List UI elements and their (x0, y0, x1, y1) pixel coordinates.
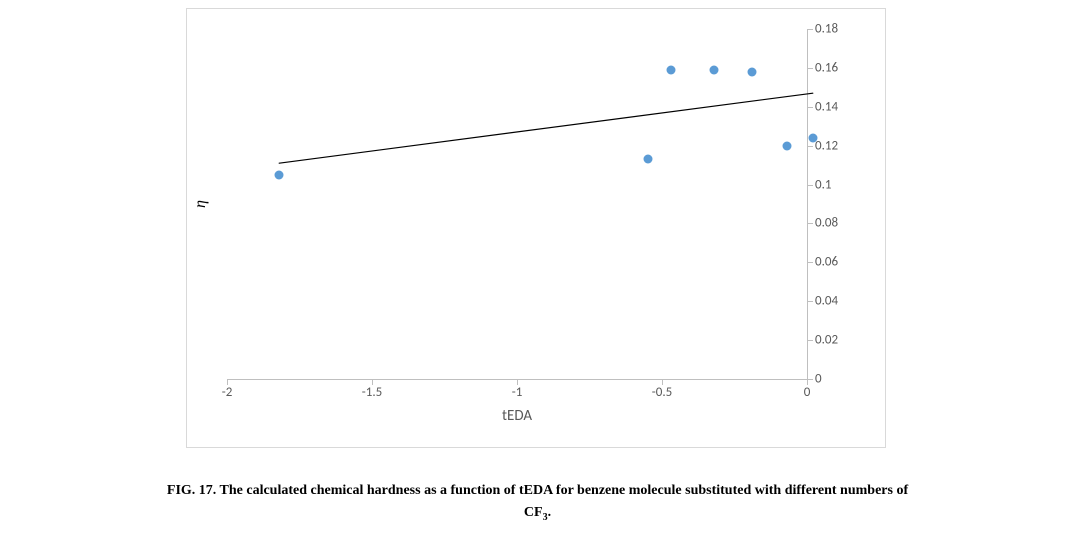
y-axis-line (807, 29, 808, 379)
data-point (747, 67, 756, 76)
y-tick (807, 107, 813, 108)
caption-prefix: FIG. 17. (167, 483, 220, 498)
x-axis-title: tEDA (502, 407, 532, 425)
y-tick-label: 0.1 (815, 177, 831, 192)
y-tick (807, 262, 813, 263)
x-tick-label: -2 (222, 385, 233, 400)
figure-caption: FIG. 17. The calculated chemical hardnes… (0, 480, 1075, 526)
caption-line2-pre: CF (524, 505, 543, 520)
trendline (227, 29, 807, 379)
y-axis-title: η (192, 200, 210, 208)
data-point (643, 155, 652, 164)
data-point (666, 65, 675, 74)
y-tick (807, 340, 813, 341)
caption-line1: The calculated chemical hardness as a fu… (220, 483, 909, 498)
data-point (710, 65, 719, 74)
chart-container: -2 -1.5 -1 -0.5 0 0 0.02 0.04 0.06 0.08 0.1 0.12 0.… (186, 8, 886, 448)
x-tick-label: -1 (512, 385, 523, 400)
y-tick (807, 185, 813, 186)
plot-area: -2-1.5-1-0.50 00.020.040.060.080.10.120.… (227, 29, 807, 379)
y-tick (807, 379, 813, 380)
y-tick (807, 146, 813, 147)
y-tick (807, 68, 813, 69)
y-tick-label: 0.02 (815, 333, 838, 348)
y-tick-label: 0.16 (815, 60, 838, 75)
y-tick-label: 0.12 (815, 138, 838, 153)
data-point (808, 133, 817, 142)
y-tick-label: 0.06 (815, 255, 838, 270)
y-tick-label: 0.14 (815, 99, 838, 114)
y-tick (807, 301, 813, 302)
x-tick-label: -0.5 (652, 385, 672, 400)
page: -2 -1.5 -1 -0.5 0 0 0.02 0.04 0.06 0.08 0.1 0.12 0.… (0, 0, 1075, 540)
y-tick (807, 223, 813, 224)
data-point (782, 141, 791, 150)
x-tick-label: -1.5 (362, 385, 382, 400)
y-tick (807, 29, 813, 30)
y-tick-label: 0 (815, 372, 822, 387)
y-tick-label: 0.04 (815, 294, 838, 309)
y-tick-label: 0.08 (815, 216, 838, 231)
x-tick-label: 0 (804, 385, 811, 400)
data-point (275, 170, 284, 179)
caption-line2-post: . (548, 505, 552, 520)
y-tick-label: 0.18 (815, 22, 838, 37)
